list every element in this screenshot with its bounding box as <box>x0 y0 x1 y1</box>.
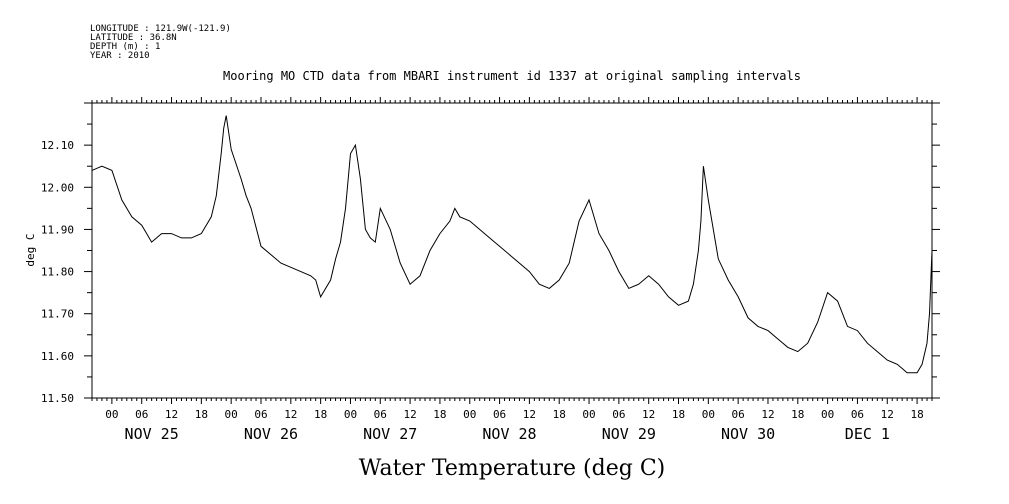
x-day-label: NOV 30 <box>721 425 775 443</box>
x-day-label: NOV 25 <box>125 425 179 443</box>
x-day-label: NOV 26 <box>244 425 298 443</box>
year-label: YEAR : 2010 <box>90 51 150 61</box>
x-tick-label: 18 <box>910 408 923 421</box>
x-tick-label: 00 <box>582 408 595 421</box>
x-day-label: NOV 27 <box>363 425 417 443</box>
x-tick-label: 00 <box>463 408 476 421</box>
x-tick-label: 06 <box>493 408 506 421</box>
x-tick-label: 12 <box>881 408 894 421</box>
x-tick-label: 18 <box>314 408 327 421</box>
x-tick-label: 00 <box>702 408 715 421</box>
series-line-water-temperature <box>91 115 933 374</box>
x-tick-label: 06 <box>732 408 745 421</box>
longitude-label: LONGITUDE : 121.9W(-121.9) <box>90 24 231 34</box>
y-tick-label: 11.70 <box>41 308 74 321</box>
x-tick-label: 06 <box>612 408 625 421</box>
x-tick-label: 12 <box>642 408 655 421</box>
x-day-labels: NOV 25 NOV 26 NOV 27 NOV 28 NOV 29 NOV 30 DEC … <box>125 425 890 443</box>
x-tick-label: 12 <box>403 408 416 421</box>
x-tick-label: 18 <box>433 408 446 421</box>
header-meta: LONGITUDE : 121.9W(-121.9) LATITUDE : 36… <box>90 24 231 61</box>
axis-ticks <box>84 97 940 404</box>
x-day-label: NOV 28 <box>482 425 536 443</box>
x-day-label: NOV 29 <box>602 425 656 443</box>
y-tick-label: 11.80 <box>41 266 74 279</box>
x-tick-label: 06 <box>374 408 387 421</box>
x-day-label: DEC 1 <box>845 425 890 443</box>
x-tick-label: 18 <box>791 408 804 421</box>
x-axis-label: Water Temperature (deg C) <box>359 456 666 481</box>
latitude-label: LATITUDE : 36.8N <box>90 33 177 43</box>
y-axis-label: deg C <box>24 233 37 266</box>
plot-frame <box>91 102 933 399</box>
x-tick-label: 12 <box>165 408 178 421</box>
x-tick-label: 00 <box>105 408 118 421</box>
y-tick-label: 11.50 <box>41 392 74 405</box>
y-tick-labels: 11.50 11.60 11.70 11.80 11.90 12.00 12.10 <box>41 139 74 405</box>
x-tick-label: 06 <box>254 408 267 421</box>
x-tick-labels: 00 06 12 18 00 06 12 18 00 06 12 18 00 06 12 18 00 06 12 18… <box>105 408 923 421</box>
x-tick-label: 00 <box>344 408 357 421</box>
y-tick-label: 11.90 <box>41 223 74 236</box>
y-tick-label: 11.60 <box>41 350 74 363</box>
x-tick-label: 12 <box>523 408 536 421</box>
y-tick-label: 12.00 <box>41 181 74 194</box>
x-tick-label: 12 <box>284 408 297 421</box>
x-tick-label: 06 <box>135 408 148 421</box>
x-tick-label: 06 <box>851 408 864 421</box>
x-tick-label: 18 <box>195 408 208 421</box>
x-tick-label: 18 <box>553 408 566 421</box>
y-tick-label: 12.10 <box>41 139 74 152</box>
x-tick-label: 00 <box>821 408 834 421</box>
depth-label: DEPTH (m) : 1 <box>90 42 160 52</box>
chart-title: Mooring MO CTD data from MBARI instrumen… <box>223 69 801 83</box>
x-tick-label: 00 <box>225 408 238 421</box>
x-tick-label: 18 <box>672 408 685 421</box>
x-tick-label: 12 <box>761 408 774 421</box>
